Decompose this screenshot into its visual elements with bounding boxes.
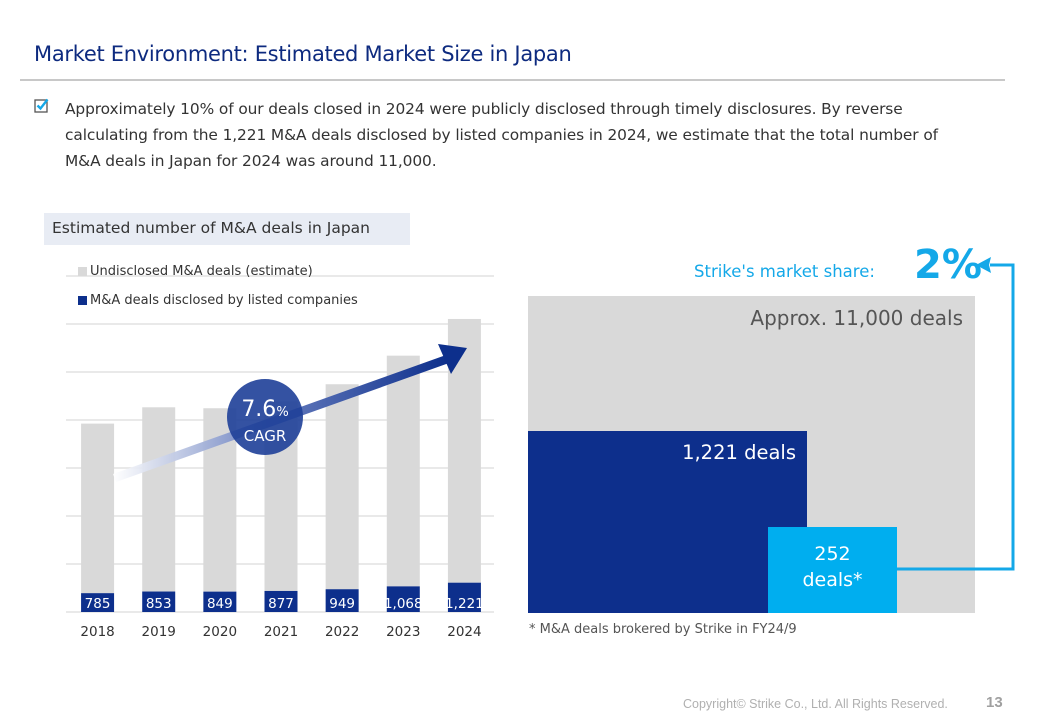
legend-swatch-disclosed <box>78 296 87 305</box>
title-divider <box>20 79 1005 81</box>
checkbox-checked-icon <box>34 98 49 113</box>
market-share-label: Strike's market share: <box>694 262 875 281</box>
x-tick-label: 2020 <box>203 624 237 640</box>
x-tick-label: 2019 <box>142 624 176 640</box>
x-tick-label: 2022 <box>325 624 359 640</box>
arrow-head-icon <box>976 257 991 273</box>
bar-value-label: 877 <box>268 596 294 612</box>
chart-title-box: Estimated number of M&A deals in Japan <box>44 213 410 245</box>
legend-label-disclosed: M&A deals disclosed by listed companies <box>90 293 358 308</box>
strike-deals-block: 252 deals* <box>768 527 897 613</box>
market-share-value: 2% <box>914 242 982 288</box>
bar-chart: 785 2018 853 2019 849 2020 877 2021 949 2022 1,068… <box>66 275 494 640</box>
summary-text: Approximately 10% of our deals closed in… <box>65 100 938 170</box>
legend-item-disclosed: M&A deals disclosed by listed companies <box>78 293 358 308</box>
strike-deals-count: 252 <box>814 543 851 565</box>
bar-disclosed-2020 <box>203 591 237 612</box>
bar-value-label: 853 <box>146 596 172 612</box>
summary-bullet: Approximately 10% of our deals closed in… <box>34 96 964 174</box>
chart-title: Estimated number of M&A deals in Japan <box>52 219 370 237</box>
x-tick-label: 2023 <box>386 624 420 640</box>
cagr-value: 7.6% <box>241 397 288 422</box>
bar-undisclosed-2023 <box>386 355 420 587</box>
strike-deals-unit: deals* <box>802 569 863 591</box>
bar-disclosed-2021 <box>264 590 298 612</box>
bar-value-label: 949 <box>329 596 355 612</box>
bar-disclosed-2018 <box>81 593 115 612</box>
legend-label-undisclosed: Undisclosed M&A deals (estimate) <box>90 264 313 279</box>
page-title: Market Environment: Estimated Market Siz… <box>34 42 572 66</box>
disclosed-deals-block: 1,221 deals <box>528 431 807 613</box>
x-tick-label: 2024 <box>447 624 481 640</box>
bar-disclosed-2019 <box>142 591 176 612</box>
trend-arrow-head-icon <box>438 344 467 374</box>
bar-disclosed-2024 <box>447 582 481 612</box>
bar-undisclosed-2022 <box>325 384 359 590</box>
bar-disclosed-2022 <box>325 589 359 612</box>
footnote: * M&A deals brokered by Strike in FY24/9 <box>529 622 797 637</box>
bar-value-label: 1,221 <box>445 596 484 612</box>
strike-deals-label: 252 deals* <box>768 541 897 593</box>
legend-swatch-undisclosed <box>78 267 87 276</box>
copyright: Copyright© Strike Co., Ltd. All Rights R… <box>683 697 948 711</box>
x-tick-label: 2021 <box>264 624 298 640</box>
bar-disclosed-2023 <box>386 586 420 612</box>
bar-undisclosed-2019 <box>142 407 176 592</box>
x-tick-label: 2018 <box>80 624 114 640</box>
bar-undisclosed-2018 <box>81 423 115 594</box>
total-deals-label: Approx. 11,000 deals <box>750 306 963 330</box>
cagr-circle <box>227 379 303 455</box>
disclosed-deals-label: 1,221 deals <box>682 441 796 464</box>
page-number: 13 <box>986 694 1003 711</box>
bar-value-label: 1,068 <box>384 596 423 612</box>
legend-item-undisclosed: Undisclosed M&A deals (estimate) <box>78 264 313 279</box>
share-connector-arrow <box>897 257 1015 571</box>
bar-value-label: 785 <box>85 596 111 612</box>
cagr-label: CAGR <box>244 427 287 445</box>
bar-value-label: 849 <box>207 596 233 612</box>
